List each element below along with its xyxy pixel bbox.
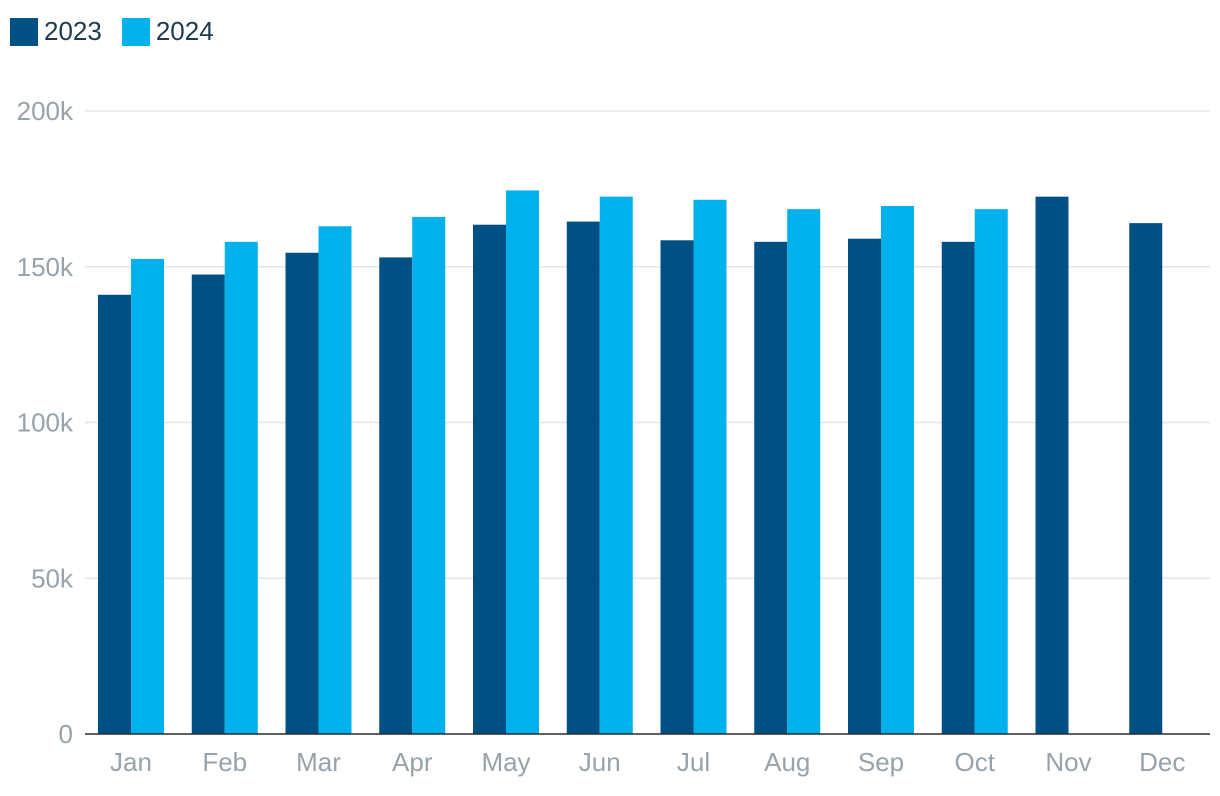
y-tick-label: 100k (17, 408, 74, 438)
bar-2023-oct[interactable] (941, 241, 975, 734)
bar-2023-jul[interactable] (660, 240, 694, 734)
x-tick-label: Aug (764, 747, 810, 777)
legend-swatch-2023 (10, 17, 38, 46)
bar-2024-mar[interactable] (318, 226, 352, 734)
y-axis-ticks: 0 50k 100k 150k 200k (17, 96, 74, 749)
bar-2023-feb[interactable] (191, 274, 225, 734)
legend-swatch-2024 (121, 17, 150, 46)
x-tick-label: Nov (1045, 747, 1091, 777)
x-tick-label: May (481, 747, 530, 777)
bar-2024-apr[interactable] (412, 216, 446, 734)
bar-2023-sep[interactable] (848, 238, 881, 734)
bar-2024-sep[interactable] (881, 206, 914, 734)
bar-2024-feb[interactable] (224, 241, 258, 734)
bar-2024-jan[interactable] (131, 258, 164, 734)
x-tick-label: Dec (1139, 747, 1185, 777)
legend-item-2024[interactable]: 2024 (121, 16, 214, 47)
y-tick-label: 200k (17, 96, 74, 126)
legend-label-2024: 2024 (155, 16, 214, 46)
bar-2023-apr[interactable] (379, 257, 413, 734)
x-tick-label: Apr (392, 747, 433, 777)
bar-2023-jan[interactable] (98, 294, 131, 734)
y-tick-label: 150k (17, 252, 74, 282)
x-tick-label: Mar (296, 747, 341, 777)
bar-2023-aug[interactable] (754, 241, 788, 734)
legend: 2023 2024 (10, 16, 234, 47)
bar-2023-nov[interactable] (1035, 196, 1069, 735)
legend-item-2023[interactable]: 2023 (10, 16, 102, 47)
y-tick-label: 50k (31, 563, 74, 593)
y-tick-label: 0 (59, 719, 73, 749)
x-tick-label: Jan (110, 747, 152, 777)
bar-2023-dec[interactable] (1129, 223, 1163, 734)
x-tick-label: Feb (202, 747, 247, 777)
bar-2023-jun[interactable] (566, 221, 600, 734)
x-tick-label: Sep (858, 747, 904, 777)
x-tick-label: Jun (579, 747, 621, 777)
bar-2024-jun[interactable] (599, 196, 633, 735)
legend-label-2023: 2023 (44, 16, 102, 46)
bar-2023-mar[interactable] (285, 252, 319, 735)
bar-2024-aug[interactable] (787, 209, 821, 734)
bar-2023-may[interactable] (473, 224, 506, 734)
bar-2024-jul[interactable] (693, 199, 727, 735)
bar-2024-oct[interactable] (974, 209, 1008, 734)
x-axis-ticks: Jan Feb Mar Apr May Jun Jul Aug Sep Oct Nov Dec (110, 747, 1185, 777)
gridlines (85, 110, 1210, 579)
bar-2024-may[interactable] (506, 190, 539, 734)
x-tick-label: Oct (955, 747, 996, 777)
x-tick-label: Jul (677, 747, 710, 777)
bars (98, 190, 1163, 735)
